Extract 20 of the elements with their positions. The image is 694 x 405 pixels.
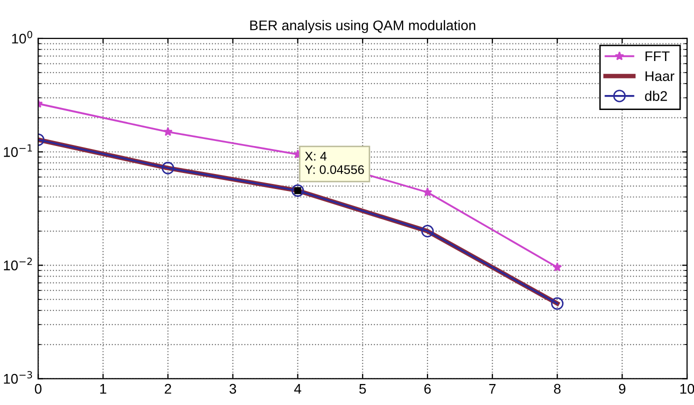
y-tick-label: 10$^{−1}$	[4, 144, 32, 157]
x-tick-label: 7	[489, 384, 496, 394]
legend-label: FFT	[646, 51, 670, 62]
legend-label: db2	[645, 90, 667, 101]
x-tick-label: 10	[680, 384, 694, 394]
x-tick-label: 0	[34, 384, 42, 394]
x-tick-label: 5	[359, 384, 366, 394]
y-tick-label: 10$^{−3}$	[4, 371, 32, 384]
x-tick-label: 6	[424, 384, 431, 394]
y-tick-label: 10$^{0}$	[12, 30, 32, 44]
chart-title: BER analysis using QAM modulation	[250, 20, 476, 34]
x-tick-label: 1	[100, 384, 106, 394]
x-tick-label: 4	[294, 384, 302, 394]
legend-label: Haar	[646, 71, 674, 82]
x-tick-label: 2	[164, 384, 172, 394]
x-tick-label: 9	[618, 384, 626, 394]
x-tick-label: 3	[230, 384, 236, 394]
y-tick-label: 10$^{−2}$	[4, 258, 32, 270]
x-tick-label: 8	[554, 384, 561, 394]
annotation: X: 4 Y: 0.04556	[304, 152, 364, 174]
